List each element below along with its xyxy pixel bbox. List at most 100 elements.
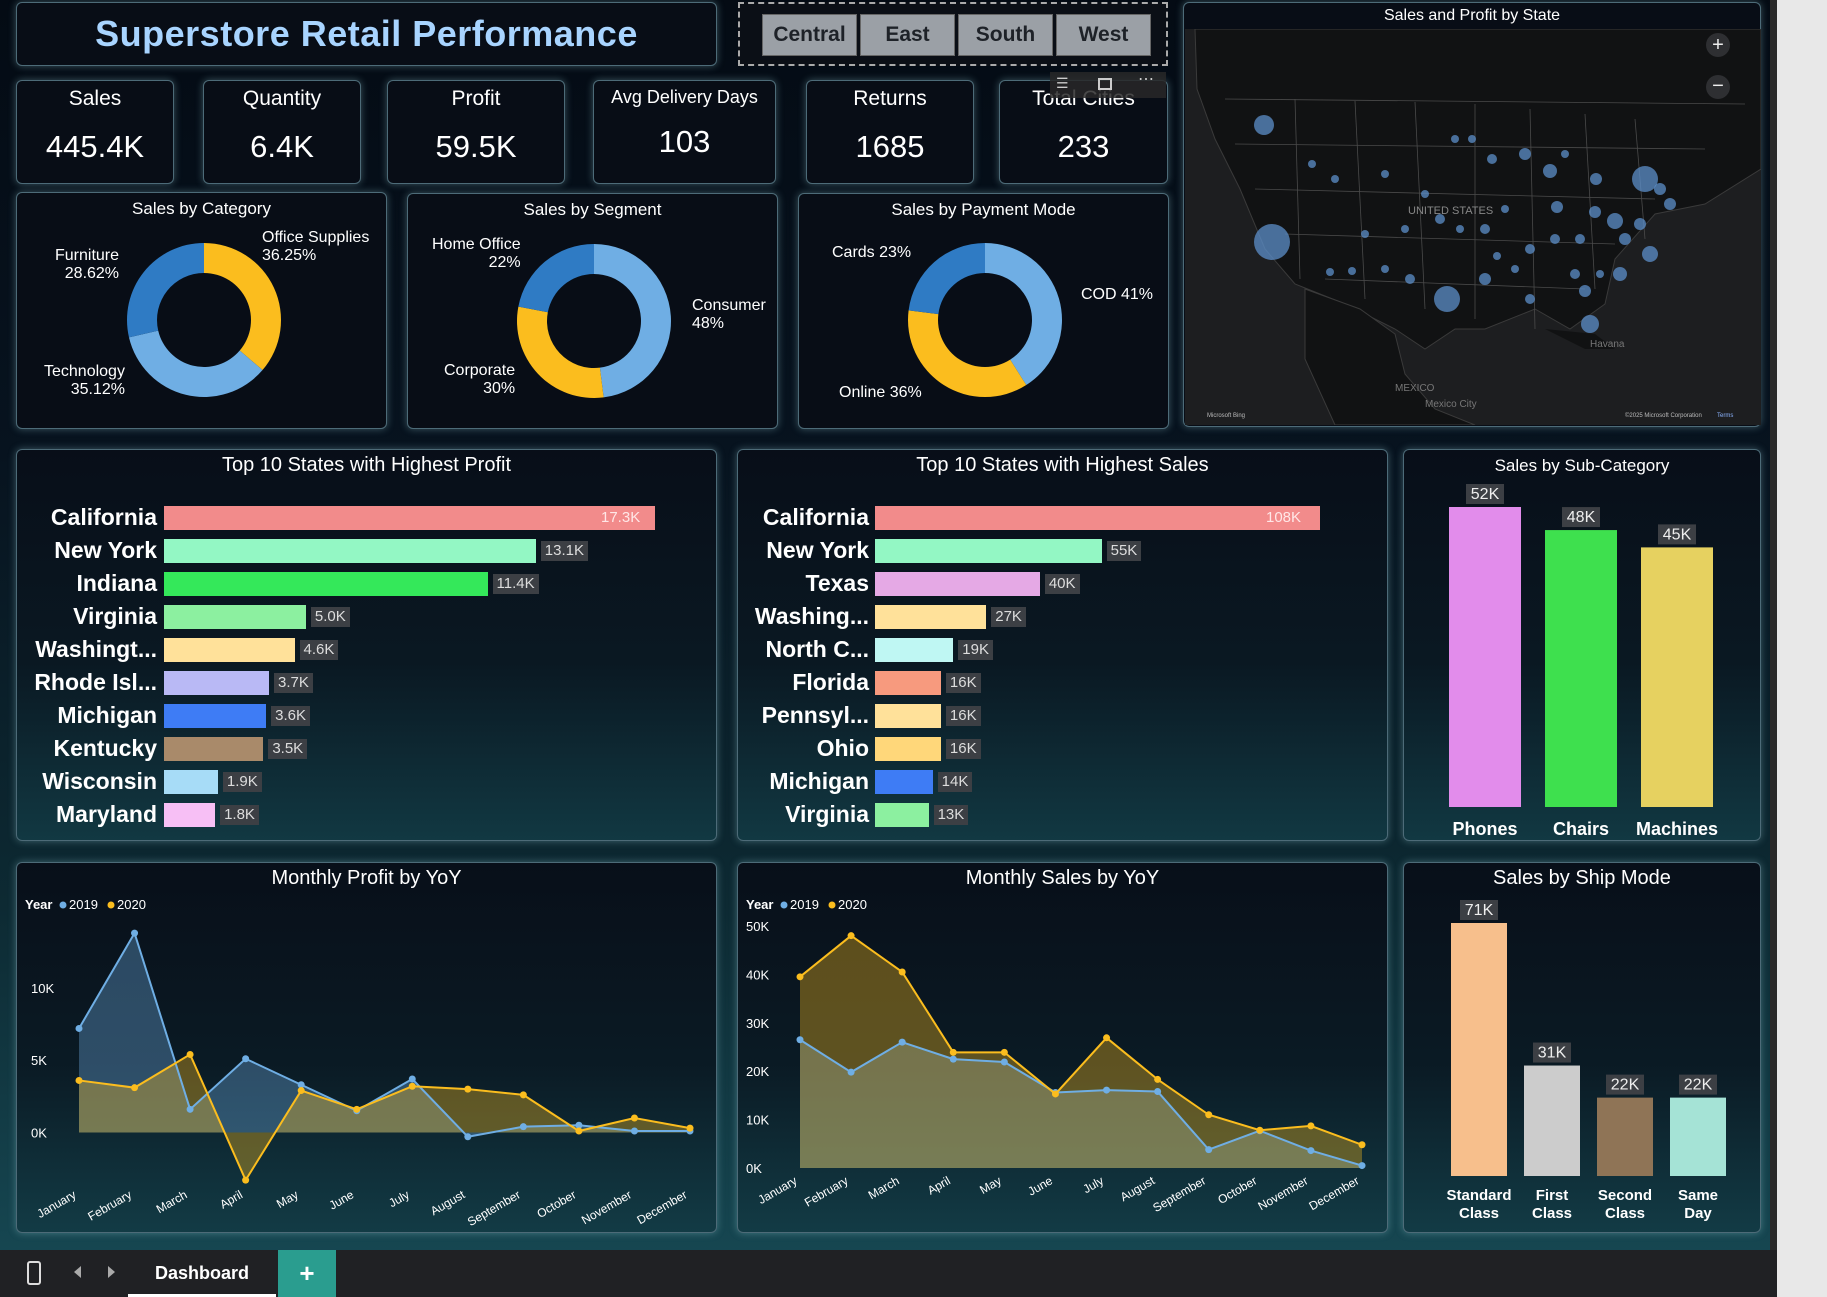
map-bubble[interactable] — [1493, 252, 1501, 260]
bar-row[interactable]: Pennsyl... 16K — [738, 702, 1389, 728]
data-point[interactable] — [1307, 1147, 1315, 1155]
map-bubble[interactable] — [1435, 214, 1445, 224]
data-point[interactable] — [519, 1091, 527, 1099]
data-point[interactable] — [1307, 1122, 1315, 1130]
zoom-out-button[interactable]: − — [1706, 75, 1730, 99]
bar[interactable] — [875, 638, 954, 662]
map-bubble[interactable] — [1468, 135, 1476, 143]
data-point[interactable] — [1000, 1058, 1008, 1066]
data-point[interactable] — [1051, 1090, 1059, 1098]
data-point[interactable] — [242, 1176, 250, 1184]
bar[interactable] — [164, 539, 536, 563]
bar-row[interactable]: Washing... 27K — [738, 603, 1389, 629]
map-bubble[interactable] — [1451, 135, 1459, 143]
data-point[interactable] — [686, 1124, 694, 1132]
map-bubble[interactable] — [1456, 225, 1464, 233]
region-slicer[interactable]: Central East South West — [738, 2, 1168, 66]
data-point[interactable] — [796, 1036, 804, 1044]
map-bubble[interactable] — [1664, 198, 1676, 210]
map-bubble[interactable] — [1654, 183, 1666, 195]
mobile-layout-icon[interactable] — [27, 1261, 41, 1285]
bar[interactable] — [1670, 1097, 1726, 1176]
donut-slice[interactable] — [908, 243, 985, 315]
bar[interactable] — [164, 737, 264, 761]
state-map[interactable]: UNITED STATES MEXICO Havana Mexico City … — [1185, 29, 1761, 425]
map-bubble[interactable] — [1480, 224, 1490, 234]
data-point[interactable] — [297, 1081, 305, 1089]
bar[interactable] — [1545, 530, 1617, 807]
data-point[interactable] — [75, 1024, 83, 1032]
data-point[interactable] — [575, 1121, 583, 1129]
data-point[interactable] — [131, 1084, 139, 1092]
bar-row[interactable]: Ohio 16K — [738, 735, 1389, 761]
map-bubble[interactable] — [1596, 270, 1604, 278]
bar[interactable] — [164, 671, 269, 695]
map-bubble[interactable] — [1254, 224, 1290, 260]
bar[interactable] — [164, 506, 655, 530]
legend-label[interactable]: 2019 — [69, 897, 98, 912]
donut-slice[interactable] — [594, 244, 671, 398]
tab-dashboard[interactable]: Dashboard — [128, 1250, 276, 1297]
map-bubble[interactable] — [1381, 170, 1389, 178]
map-bubble[interactable] — [1487, 154, 1497, 164]
bar[interactable] — [875, 737, 941, 761]
bar-row[interactable]: Michigan 3.6K — [17, 702, 718, 728]
series-line[interactable] — [799, 934, 1363, 1146]
map-bubble[interactable] — [1519, 148, 1531, 160]
bar-row[interactable]: Kentucky 3.5K — [17, 735, 718, 761]
zoom-in-button[interactable]: + — [1706, 33, 1730, 57]
bar[interactable] — [164, 803, 216, 827]
map-bubble[interactable] — [1543, 164, 1557, 178]
map-bubble[interactable] — [1613, 267, 1627, 281]
region-button-central[interactable]: Central — [762, 14, 857, 56]
map-bubble[interactable] — [1525, 244, 1535, 254]
region-button-east[interactable]: East — [860, 14, 955, 56]
map-bubble[interactable] — [1561, 150, 1569, 158]
bar[interactable] — [875, 704, 941, 728]
data-point[interactable] — [1358, 1162, 1366, 1170]
bar[interactable] — [875, 803, 929, 827]
bar[interactable] — [875, 539, 1102, 563]
data-point[interactable] — [949, 1048, 957, 1056]
map-bubble[interactable] — [1434, 286, 1460, 312]
prev-tab-icon[interactable] — [74, 1266, 81, 1278]
data-point[interactable] — [75, 1076, 83, 1084]
focus-mode-icon[interactable] — [1098, 78, 1112, 90]
legend-label[interactable]: 2020 — [838, 897, 867, 912]
bar-row[interactable]: Florida 16K — [738, 669, 1389, 695]
data-point[interactable] — [847, 932, 855, 940]
map-bubble[interactable] — [1619, 233, 1631, 245]
map-bubble[interactable] — [1479, 273, 1491, 285]
data-point[interactable] — [1000, 1048, 1008, 1056]
map-bubble[interactable] — [1575, 234, 1585, 244]
map-bubble[interactable] — [1589, 206, 1601, 218]
data-point[interactable] — [297, 1087, 305, 1095]
data-point[interactable] — [898, 1038, 906, 1046]
bar[interactable] — [875, 605, 987, 629]
donut-slice[interactable] — [517, 306, 604, 398]
region-button-west[interactable]: West — [1056, 14, 1151, 56]
data-point[interactable] — [186, 1050, 194, 1058]
bar-row[interactable]: Michigan 14K — [738, 768, 1389, 794]
map-bubble[interactable] — [1501, 205, 1509, 213]
data-point[interactable] — [408, 1075, 416, 1083]
data-point[interactable] — [408, 1082, 416, 1090]
donut-slice[interactable] — [128, 330, 263, 397]
map-bubble[interactable] — [1551, 201, 1563, 213]
data-point[interactable] — [1256, 1126, 1264, 1134]
data-point[interactable] — [898, 968, 906, 976]
bar-row[interactable]: Wisconsin 1.9K — [17, 768, 718, 794]
filter-icon[interactable]: ☰ — [1056, 75, 1069, 91]
map-bubble[interactable] — [1607, 213, 1623, 229]
region-button-south[interactable]: South — [958, 14, 1053, 56]
bar-row[interactable]: Washingt... 4.6K — [17, 636, 718, 662]
bar[interactable] — [875, 770, 933, 794]
map-bubble[interactable] — [1581, 315, 1599, 333]
legend-label[interactable]: 2019 — [790, 897, 819, 912]
map-bubble[interactable] — [1421, 190, 1429, 198]
data-point[interactable] — [1358, 1141, 1366, 1149]
bar-row[interactable]: North C... 19K — [738, 636, 1389, 662]
map-bubble[interactable] — [1642, 246, 1658, 262]
more-options-icon[interactable]: ⋯ — [1138, 71, 1154, 88]
data-point[interactable] — [464, 1085, 472, 1093]
